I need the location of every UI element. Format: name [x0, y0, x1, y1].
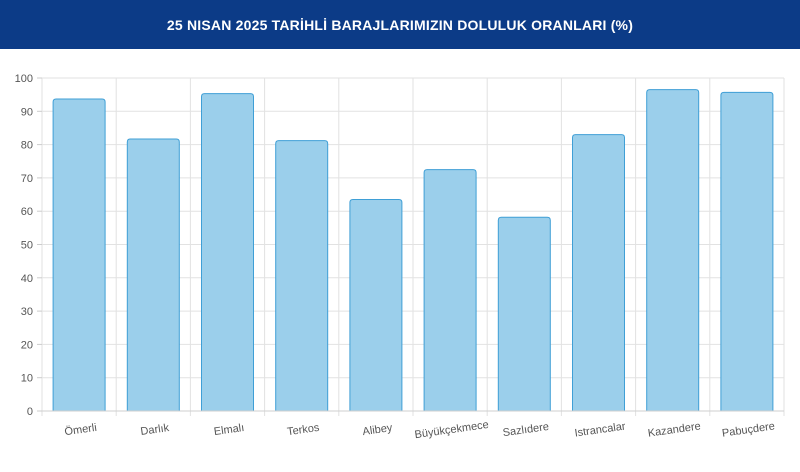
y-tick-label: 0	[27, 406, 33, 418]
bar-alibey[interactable]	[349, 199, 403, 412]
x-category-label: Büyükçekmece	[414, 419, 490, 441]
y-tick-label: 50	[21, 240, 33, 252]
bar-layer	[52, 89, 774, 412]
y-tick-label: 60	[21, 206, 33, 218]
y-tick-label: 100	[15, 73, 33, 85]
y-tick-label: 40	[21, 273, 33, 285]
x-category-label: Pabuçdere	[721, 420, 775, 439]
bar-istrancalar[interactable]	[572, 134, 625, 412]
bar-terkos[interactable]	[275, 140, 329, 412]
chart-title: 25 NISAN 2025 TARİHLİ BARAJLARIMIZIN DOL…	[166, 16, 634, 33]
y-tick-label: 80	[21, 140, 33, 152]
bar-kazandere[interactable]	[646, 89, 700, 412]
x-category-label: Terkos	[286, 422, 320, 438]
bar-büyükçekmece[interactable]	[423, 169, 477, 412]
bar-elmalı[interactable]	[201, 93, 254, 412]
x-category-label: Darlık	[140, 422, 171, 438]
x-category-label: Ömerli	[64, 422, 98, 438]
x-category-label: Elmalı	[213, 422, 245, 438]
y-tick-label: 20	[21, 339, 33, 351]
y-tick-label: 90	[21, 106, 33, 118]
bar-sazlıdere[interactable]	[497, 216, 551, 412]
x-category-label: Istrancalar	[574, 420, 627, 439]
axis-layer: 0 10 20 30 40 50 60 70 80 90 100 Ömerli Darlık Elmalı…	[15, 73, 784, 441]
y-tick-label: 30	[21, 306, 33, 318]
x-category-label: Alibey	[362, 422, 394, 438]
x-category-label: Kazandere	[647, 420, 701, 439]
bar-darlık[interactable]	[126, 138, 180, 412]
bar-pabuçdere[interactable]	[720, 91, 774, 412]
bar-ömerli[interactable]	[52, 98, 106, 412]
y-tick-label: 10	[21, 373, 33, 385]
chart-header: 25 NISAN 2025 TARİHLİ BARAJLARIMIZIN DOL…	[0, 0, 800, 49]
x-category-label: Sazlıdere	[502, 421, 550, 439]
y-tick-label: 70	[21, 173, 33, 185]
